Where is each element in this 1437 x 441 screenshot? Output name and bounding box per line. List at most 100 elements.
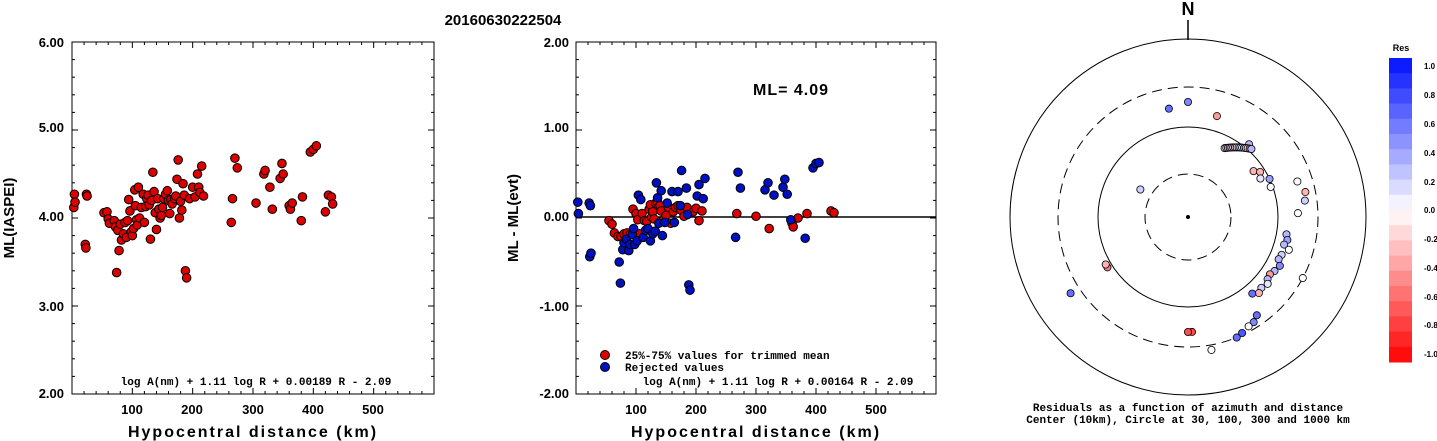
axis-ticks bbox=[576, 42, 936, 394]
colorbar-tick: -0.4 bbox=[1424, 264, 1437, 273]
data-point bbox=[782, 189, 793, 200]
x-tick-label: 400 bbox=[805, 402, 827, 417]
data-point bbox=[698, 193, 709, 204]
data-point bbox=[829, 207, 839, 218]
station-point bbox=[1249, 318, 1258, 327]
data-point bbox=[327, 199, 338, 209]
y-tick-label: 3.00 bbox=[39, 299, 64, 314]
data-point bbox=[320, 207, 331, 217]
colorbar-title: Res bbox=[1393, 43, 1410, 53]
station-point bbox=[1300, 196, 1309, 205]
data-point bbox=[657, 230, 668, 241]
data-point bbox=[267, 204, 278, 214]
station-point bbox=[1293, 209, 1302, 218]
x-tick-label: 400 bbox=[302, 402, 324, 417]
colorbar-segment bbox=[1389, 255, 1412, 272]
data-point bbox=[181, 273, 192, 283]
data-point bbox=[196, 161, 207, 171]
caption-line-1: Residuals as a function of azimuth and d… bbox=[1033, 403, 1344, 415]
data-point bbox=[265, 182, 275, 192]
data-point bbox=[114, 245, 124, 256]
data-point bbox=[730, 232, 741, 243]
legend-label-trimmed: 25%-75% values for trimmed mean bbox=[625, 351, 830, 363]
station-point bbox=[1256, 174, 1265, 183]
data-point bbox=[573, 208, 584, 219]
station-point bbox=[1232, 333, 1241, 342]
data-point bbox=[173, 155, 183, 165]
data-point bbox=[615, 278, 626, 288]
station-point bbox=[1207, 345, 1216, 354]
y-tick-label: 2.00 bbox=[39, 386, 64, 401]
data-point bbox=[198, 191, 209, 201]
data-point bbox=[614, 257, 625, 267]
data-point bbox=[133, 182, 144, 192]
colorbar-tick: 0.0 bbox=[1424, 206, 1436, 215]
y-tick-label: 1.00 bbox=[544, 120, 569, 135]
data-point bbox=[296, 215, 307, 226]
colorbar-tick: 0.8 bbox=[1424, 91, 1436, 100]
colorbar-tick: 1.0 bbox=[1424, 62, 1436, 71]
data-point bbox=[230, 153, 240, 163]
residual-vs-distance-chart: 100 200 300 400 500 -2.00 -1.00 0.00 1.0… bbox=[505, 35, 937, 441]
data-point bbox=[573, 197, 583, 207]
colorbar-segment bbox=[1389, 179, 1412, 196]
data-point bbox=[751, 211, 761, 222]
station-point bbox=[1066, 289, 1075, 298]
y-tick-label: 4.00 bbox=[39, 209, 64, 224]
data-points bbox=[573, 157, 839, 295]
station-point bbox=[1256, 167, 1265, 176]
data-point bbox=[151, 224, 162, 235]
data-point bbox=[814, 157, 824, 168]
y-tick-label: 5.00 bbox=[39, 120, 64, 135]
station-point bbox=[1184, 98, 1193, 107]
colorbar-segment bbox=[1389, 88, 1412, 105]
legend-marker-rejected bbox=[600, 362, 610, 372]
data-point bbox=[697, 206, 707, 216]
colorbar-tick: -0.2 bbox=[1424, 235, 1437, 244]
data-point bbox=[177, 205, 187, 215]
data-point bbox=[628, 223, 639, 234]
data-point bbox=[769, 190, 779, 200]
colorbar-segment bbox=[1389, 118, 1412, 135]
data-point bbox=[685, 285, 695, 295]
data-point bbox=[82, 191, 92, 201]
data-point bbox=[232, 163, 243, 173]
data-point bbox=[800, 233, 811, 244]
colorbar-tick: -0.8 bbox=[1424, 321, 1437, 330]
data-point bbox=[111, 267, 122, 278]
station-point bbox=[1184, 327, 1193, 336]
data-point bbox=[227, 193, 238, 204]
data-point bbox=[780, 174, 790, 185]
data-point bbox=[764, 223, 775, 234]
station-point bbox=[1254, 289, 1263, 298]
station-point bbox=[1247, 144, 1256, 153]
data-point bbox=[732, 208, 742, 219]
data-point bbox=[662, 198, 673, 208]
x-tick-label: 200 bbox=[685, 402, 707, 417]
colorbar-segment bbox=[1389, 194, 1412, 211]
data-point bbox=[676, 165, 687, 176]
data-point bbox=[651, 178, 662, 188]
station-points bbox=[1066, 98, 1310, 354]
station-point bbox=[1252, 311, 1261, 320]
range-circle-300km bbox=[1057, 86, 1319, 348]
data-point bbox=[682, 209, 693, 220]
station-point bbox=[1263, 279, 1272, 288]
legend-marker-trimmed bbox=[600, 350, 610, 360]
data-point bbox=[700, 173, 710, 184]
data-point bbox=[162, 185, 173, 196]
x-tick-label: 300 bbox=[242, 402, 264, 417]
data-point bbox=[297, 192, 308, 202]
data-point bbox=[157, 202, 168, 213]
data-point bbox=[164, 208, 175, 219]
azimuth-residual-map: N Residuals as a function of azimuth and… bbox=[1009, 0, 1367, 427]
x-tick-label: 200 bbox=[181, 402, 203, 417]
range-circle-100km bbox=[1097, 126, 1279, 308]
data-point bbox=[694, 179, 704, 190]
colorbar-tick: 0.2 bbox=[1424, 178, 1436, 187]
colorbar-segment bbox=[1389, 331, 1412, 348]
colorbar-tick: 0.4 bbox=[1424, 149, 1436, 158]
station-point bbox=[1274, 255, 1283, 264]
station-point bbox=[1265, 174, 1274, 183]
